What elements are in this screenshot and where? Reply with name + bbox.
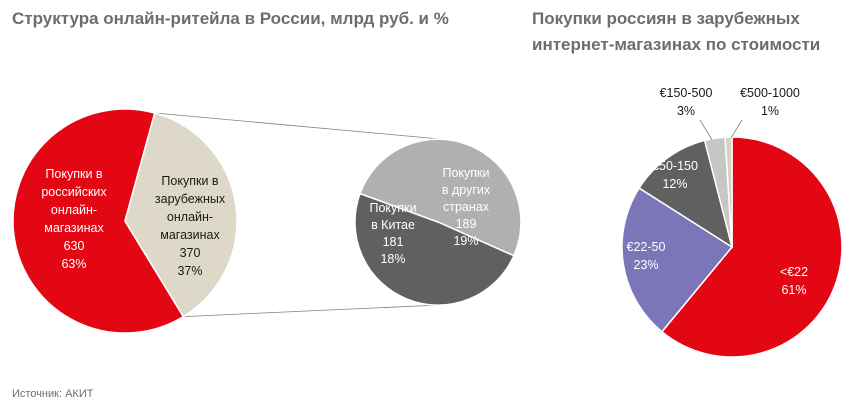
- connector-top: [154, 112, 441, 140]
- slice-other-countries: [359, 138, 522, 257]
- slice-22-50: [621, 187, 734, 333]
- pie-foreign-breakdown: Покупки в Китае 181 18% Покупки в других стран…: [354, 138, 522, 306]
- label-under-22: <€22 61%: [780, 265, 808, 297]
- source-note: Источник: АКИТ: [12, 388, 94, 400]
- slice-russian-stores: [12, 108, 185, 334]
- slice-under-22: [660, 136, 843, 358]
- leader-500-1000: [730, 119, 743, 139]
- slice-50-150: [638, 139, 734, 249]
- slice-foreign-stores: [124, 112, 238, 318]
- label-china: Покупки в Китае 181 18%: [369, 201, 416, 266]
- leader-150-500: [699, 119, 713, 141]
- pie-online-retail-structure: Покупки в российских онлайн-магазинах 630 63…: [12, 108, 238, 334]
- slice-china: [354, 192, 515, 306]
- zoom-connectors: [154, 112, 441, 317]
- label-russian-stores: Покупки в российских онлайн-магазинах 630 63…: [41, 167, 107, 271]
- label-22-50: €22-50 23%: [627, 240, 666, 272]
- label-150-500: €150-500 3%: [660, 86, 713, 118]
- connector-bottom: [183, 304, 441, 317]
- label-other-countries: Покупки в других странах 189 19%: [442, 166, 491, 248]
- label-50-150: €50-150 12%: [652, 159, 698, 191]
- chart-title-online-retail: Структура онлайн-ритейла в России, млрд …: [12, 9, 449, 28]
- chart-title-foreign-purchases: Покупки россиян в зарубежных интернет-ма…: [532, 9, 821, 54]
- label-500-1000: €500-1000 1%: [740, 86, 800, 118]
- label-foreign-stores: Покупки в зарубежных онлайн-магазинах 370 37…: [155, 174, 226, 278]
- pie-foreign-by-value: <€22 61% €22-50 23% €50-150 12% €150-500 3% €500…: [621, 86, 843, 358]
